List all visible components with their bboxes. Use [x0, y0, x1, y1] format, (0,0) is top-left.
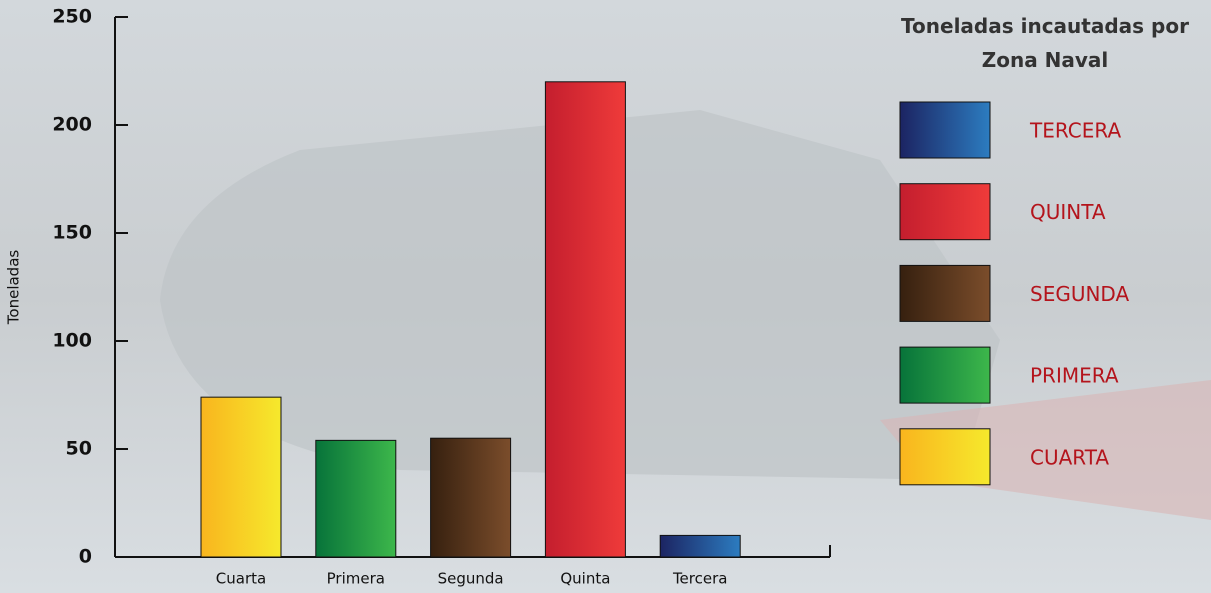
legend-label: PRIMERA [1030, 364, 1119, 388]
x-tick-label: Tercera [672, 570, 728, 588]
legend-swatch [899, 183, 991, 241]
legend-swatch [899, 428, 991, 486]
y-tick-label: 200 [52, 114, 92, 136]
x-tick-label: Primera [327, 570, 385, 588]
y-tick-label: 50 [66, 438, 92, 460]
legend-swatch [899, 101, 991, 159]
y-tick-label: 250 [52, 6, 92, 28]
bar [544, 81, 626, 558]
legend-label: SEGUNDA [1030, 282, 1129, 306]
legend-title: Toneladas incautadas por Zona Naval [901, 14, 1189, 72]
legend-swatch [899, 264, 991, 322]
legend-label: CUARTA [1030, 445, 1109, 469]
bar [659, 534, 741, 558]
y-tick-label: 0 [79, 546, 92, 568]
x-tick-label: Quinta [560, 570, 610, 588]
boat-shape [880, 380, 1211, 520]
bar [200, 396, 282, 558]
legend-label: QUINTA [1030, 200, 1106, 224]
x-tick-label: Segunda [438, 570, 504, 588]
y-tick-label: 100 [52, 330, 92, 352]
bar [315, 439, 397, 558]
y-tick-label: 150 [52, 222, 92, 244]
legend-label: TERCERA [1029, 119, 1121, 143]
bar [430, 437, 512, 558]
legend-swatch [899, 346, 991, 404]
x-tick-label: Cuarta [216, 570, 266, 588]
y-axis-label: Toneladas [5, 250, 23, 326]
